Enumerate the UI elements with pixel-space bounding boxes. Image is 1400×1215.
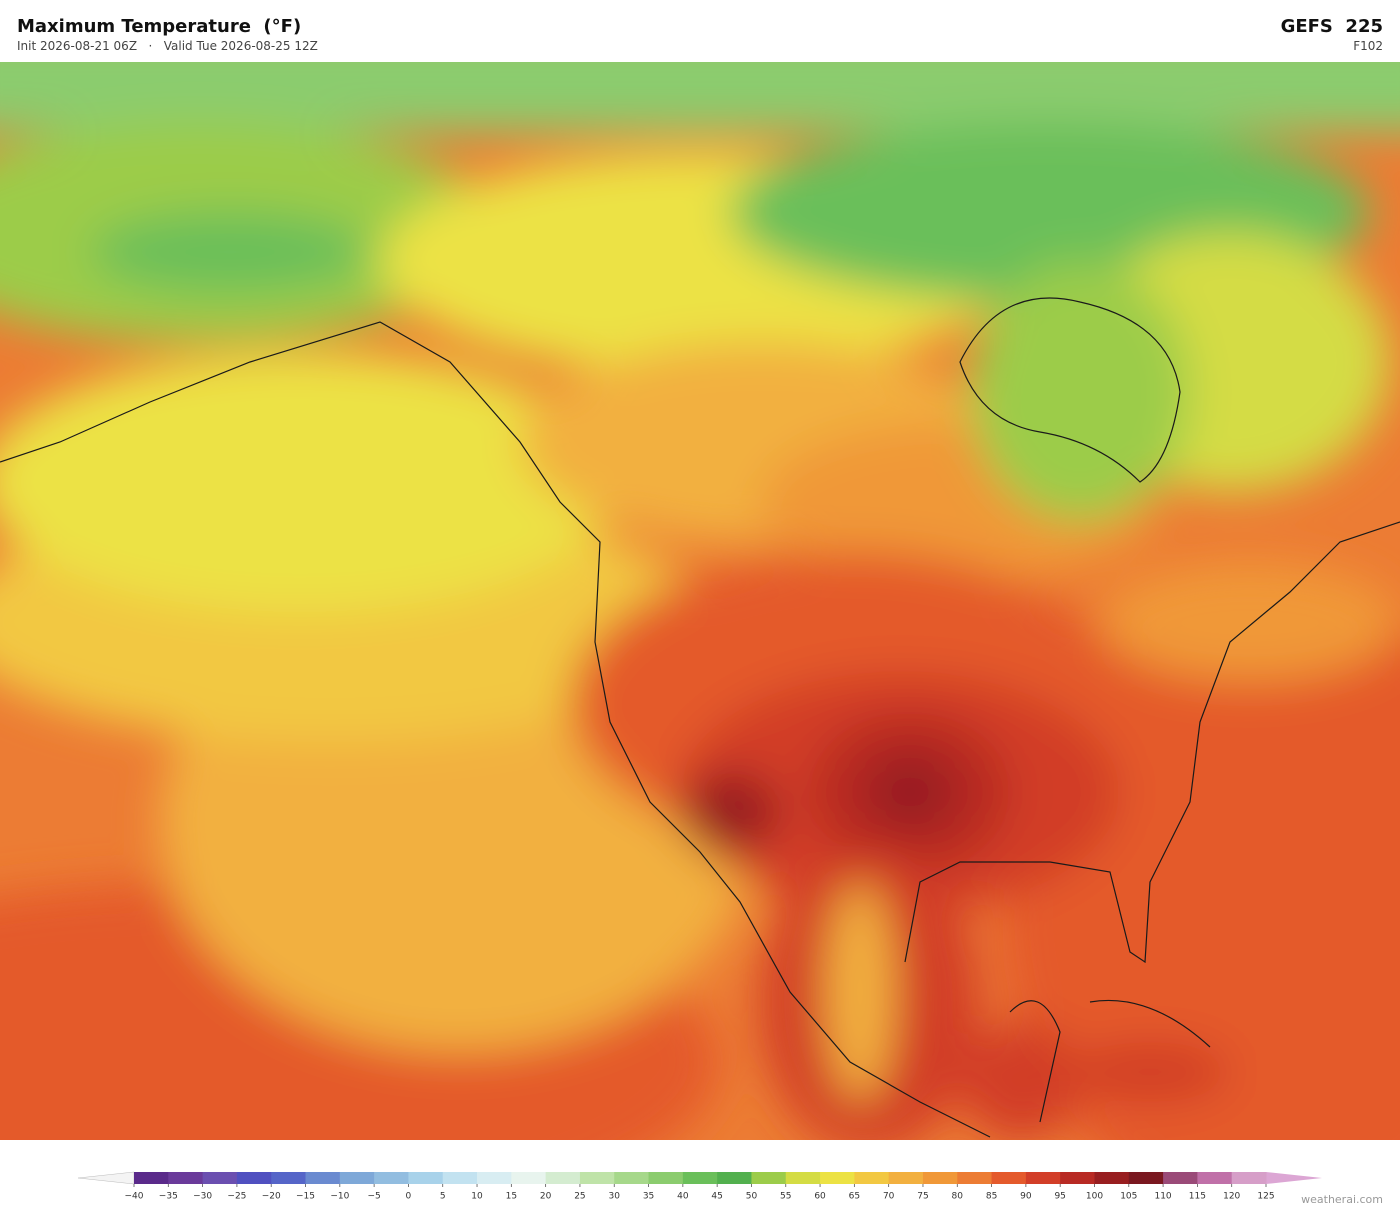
tick-label: 75 — [917, 1192, 928, 1202]
tick-label: 65 — [849, 1192, 860, 1202]
watermark: weatherai.com — [1301, 1193, 1383, 1206]
tick-label: 50 — [746, 1192, 758, 1202]
tick-label: −5 — [367, 1192, 380, 1202]
color-swatch — [202, 1172, 238, 1184]
color-swatch — [751, 1172, 787, 1184]
color-swatch — [922, 1172, 958, 1184]
color-swatch — [134, 1172, 169, 1184]
tick-label: −10 — [330, 1192, 349, 1202]
subtitle: Init 2026-08-21 06Z · Valid Tue 2026-08-… — [17, 39, 318, 53]
color-swatch — [991, 1172, 1027, 1184]
tick-label: 20 — [540, 1192, 552, 1202]
color-swatch — [408, 1172, 444, 1184]
tick-label: −40 — [125, 1192, 144, 1202]
color-swatch — [168, 1172, 204, 1184]
tick-label: 90 — [1020, 1192, 1032, 1202]
color-swatch — [1163, 1172, 1198, 1184]
color-swatch — [648, 1172, 684, 1184]
color-swatch — [682, 1172, 718, 1184]
tick-label: 105 — [1120, 1192, 1137, 1202]
color-swatch — [442, 1172, 478, 1184]
tick-label: 55 — [780, 1192, 791, 1202]
color-swatch — [477, 1172, 512, 1184]
header: Maximum Temperature (°F) Init 2026-08-21… — [0, 0, 1400, 62]
color-swatch — [305, 1172, 341, 1184]
color-swatch — [717, 1172, 752, 1184]
color-swatch — [785, 1172, 821, 1184]
color-swatch — [1025, 1172, 1061, 1184]
color-swatch — [236, 1172, 272, 1184]
tick-label: 115 — [1189, 1192, 1206, 1202]
tick-label: 30 — [609, 1192, 621, 1202]
color-swatch — [579, 1172, 615, 1184]
temperature-field — [0, 62, 1400, 1140]
tick-label: −25 — [227, 1192, 246, 1202]
color-swatch — [614, 1172, 650, 1184]
color-swatch — [545, 1172, 581, 1184]
tick-label: 0 — [406, 1192, 412, 1202]
tick-label: 35 — [643, 1192, 654, 1202]
color-swatch — [1094, 1172, 1130, 1184]
forecast-hour: F102 — [1353, 39, 1383, 53]
tick-label: −15 — [296, 1192, 315, 1202]
tick-label: 60 — [814, 1192, 826, 1202]
map — [0, 62, 1400, 1140]
coastline — [0, 297, 1400, 1138]
colorbar: weatherai.com −40 −35 −30 −25 −20 −15 −10 −5 0 5 1… — [77, 1171, 1383, 1206]
color-swatch — [1060, 1172, 1095, 1184]
title: Maximum Temperature (°F) — [17, 16, 302, 37]
tick-label: 15 — [506, 1192, 517, 1202]
tick-label: 125 — [1257, 1192, 1274, 1202]
tick-label: 95 — [1054, 1192, 1065, 1202]
tick-label: 80 — [952, 1192, 964, 1202]
color-swatch — [1231, 1172, 1267, 1184]
color-swatch — [957, 1172, 993, 1184]
color-swatch — [511, 1172, 547, 1184]
tick-label: 120 — [1223, 1192, 1240, 1202]
color-swatch — [1128, 1172, 1164, 1184]
tick-label: 100 — [1086, 1192, 1103, 1202]
model: GEFS 225 — [1280, 16, 1383, 37]
color-swatch — [854, 1172, 890, 1184]
tick-label: 110 — [1154, 1192, 1171, 1202]
color-swatch — [1197, 1172, 1233, 1184]
tick-label: 40 — [677, 1192, 689, 1202]
color-swatch — [820, 1172, 855, 1184]
tick-label: 70 — [883, 1192, 895, 1202]
color-swatch — [339, 1172, 375, 1184]
color-swatch — [271, 1172, 307, 1184]
tick-label: −30 — [193, 1192, 212, 1202]
tick-label: 5 — [440, 1192, 446, 1202]
tick-label: −20 — [262, 1192, 281, 1202]
colorbar-over — [1266, 1172, 1322, 1184]
colorbar-under — [77, 1171, 135, 1185]
color-swatch — [888, 1172, 924, 1184]
tick-label: 10 — [471, 1192, 483, 1202]
tick-label: 85 — [986, 1192, 997, 1202]
tick-label: 25 — [574, 1192, 585, 1202]
tick-label: −35 — [159, 1192, 178, 1202]
color-swatch — [374, 1172, 409, 1184]
tick-label: 45 — [711, 1192, 722, 1202]
